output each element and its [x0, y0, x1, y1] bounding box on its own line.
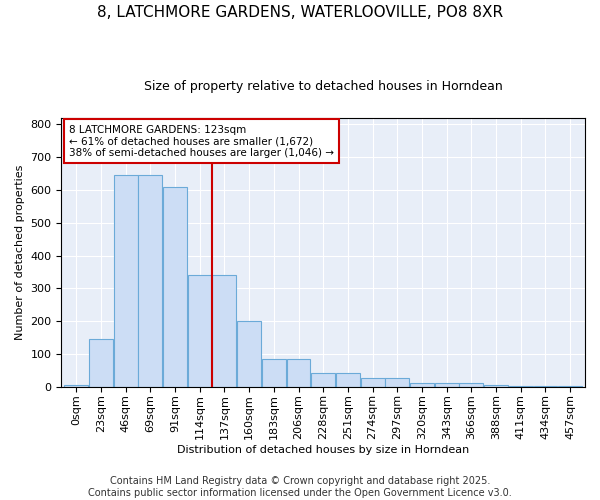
Text: Contains HM Land Registry data © Crown copyright and database right 2025.
Contai: Contains HM Land Registry data © Crown c…: [88, 476, 512, 498]
Bar: [484, 385, 508, 386]
Bar: [188, 275, 212, 386]
Bar: [460, 384, 484, 386]
Y-axis label: Number of detached properties: Number of detached properties: [15, 164, 25, 340]
Bar: [361, 378, 385, 386]
Bar: [410, 384, 434, 386]
Bar: [237, 321, 261, 386]
Bar: [435, 384, 458, 386]
Bar: [385, 378, 409, 386]
Title: Size of property relative to detached houses in Horndean: Size of property relative to detached ho…: [144, 80, 503, 93]
Bar: [287, 359, 310, 386]
Bar: [311, 373, 335, 386]
Bar: [163, 186, 187, 386]
X-axis label: Distribution of detached houses by size in Horndean: Distribution of detached houses by size …: [177, 445, 469, 455]
Bar: [139, 175, 162, 386]
Bar: [64, 385, 88, 386]
Bar: [113, 175, 137, 386]
Text: 8, LATCHMORE GARDENS, WATERLOOVILLE, PO8 8XR: 8, LATCHMORE GARDENS, WATERLOOVILLE, PO8…: [97, 5, 503, 20]
Bar: [89, 339, 113, 386]
Bar: [336, 373, 360, 386]
Bar: [212, 275, 236, 386]
Text: 8 LATCHMORE GARDENS: 123sqm
← 61% of detached houses are smaller (1,672)
38% of : 8 LATCHMORE GARDENS: 123sqm ← 61% of det…: [69, 124, 334, 158]
Bar: [262, 359, 286, 386]
